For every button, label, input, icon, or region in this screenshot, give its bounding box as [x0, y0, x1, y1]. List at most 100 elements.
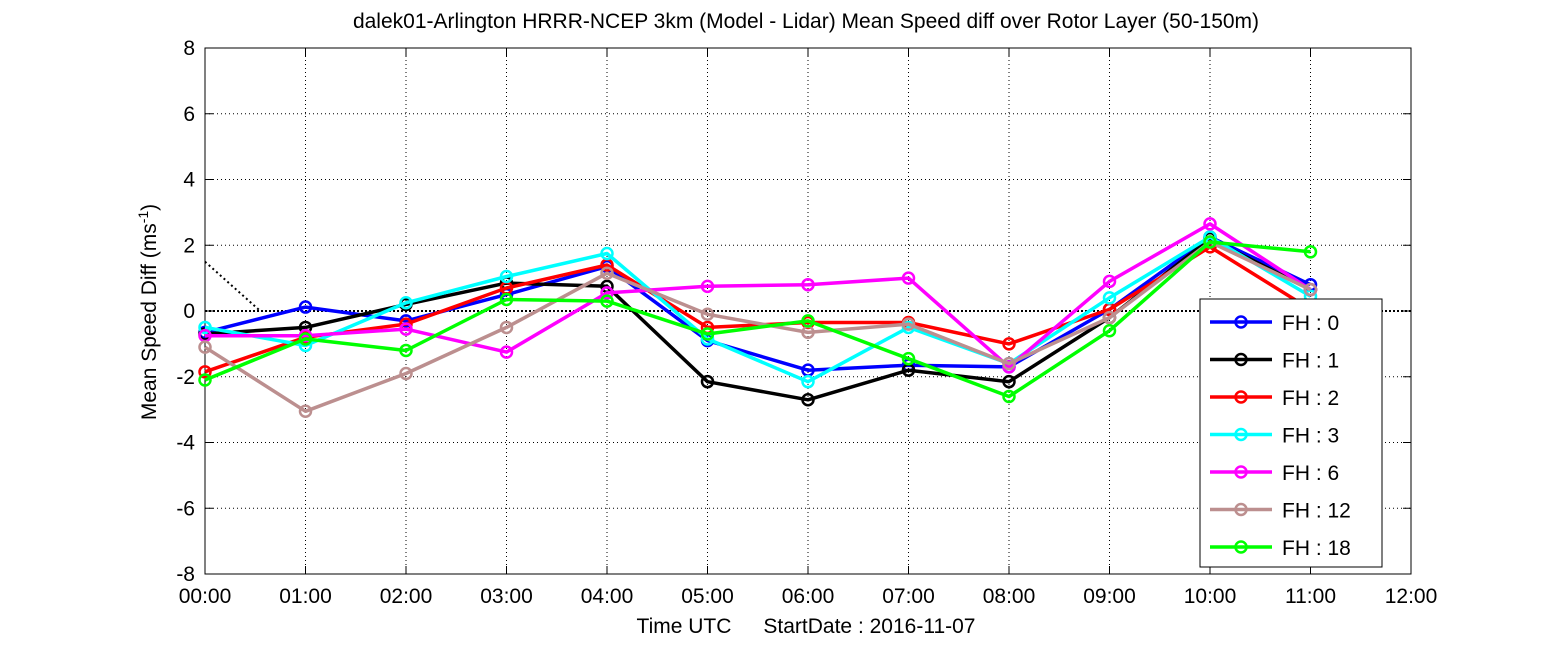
x-axis-label-main: Time UTC	[637, 615, 732, 638]
legend-swatch-marker	[1234, 390, 1248, 404]
data-point	[1102, 323, 1117, 338]
axis-ticks	[204, 47, 1412, 575]
dotted-trend-segment	[204, 260, 261, 312]
legend-swatch-marker	[1234, 315, 1248, 329]
data-point	[1303, 282, 1318, 297]
data-point	[801, 314, 815, 328]
x-tick-label: 11:00	[1285, 585, 1336, 608]
data-point	[399, 366, 413, 381]
legend-item: FH : 6	[1210, 462, 1339, 485]
x-axis-label: Time UTC StartDate : 2016-11-07	[637, 615, 976, 638]
y-tick-label: 8	[183, 37, 195, 60]
x-axis-tick-labels: 00:00 01:00 02:00 03:00 04:00 05:00 06:00 07:00…	[179, 585, 1438, 608]
x-tick-label: 04:00	[581, 585, 634, 608]
y-tick-label: 0	[183, 300, 195, 323]
legend-label: FH : 3	[1282, 425, 1339, 448]
x-tick-label: 07:00	[882, 585, 935, 608]
series-line	[205, 222, 1312, 369]
data-point	[298, 332, 313, 346]
data-point	[700, 307, 715, 322]
data-point	[399, 343, 413, 358]
legend-swatch-marker	[1234, 540, 1248, 554]
y-axis-tick-labels: -8 -6 -4 -2 0 2 4 6 8	[176, 37, 195, 586]
y-tick-label: -8	[176, 563, 195, 586]
legend-item: FH : 0	[1210, 312, 1339, 335]
data-point	[1203, 235, 1217, 249]
series-line	[204, 245, 1312, 374]
x-tick-label: 00:00	[179, 585, 232, 608]
legend-item: FH : 2	[1210, 387, 1339, 410]
data-point	[198, 365, 212, 379]
data-point	[198, 340, 212, 354]
legend-swatch-marker	[1234, 427, 1248, 442]
y-tick-label: 2	[183, 234, 195, 257]
data-point	[499, 269, 514, 284]
data-point	[1203, 217, 1217, 231]
x-tick-label: 03:00	[480, 585, 533, 608]
x-tick-label: 06:00	[782, 585, 835, 608]
data-point	[1002, 374, 1016, 389]
data-point	[600, 294, 614, 308]
series-line	[204, 235, 1312, 372]
data-point	[198, 320, 212, 335]
legend-label: FH : 18	[1282, 537, 1351, 560]
y-axis-label-sup: -1	[135, 211, 151, 224]
y-tick-label: 4	[183, 169, 195, 192]
data-point	[1002, 337, 1016, 351]
data-point	[1102, 291, 1117, 305]
legend-label: FH : 12	[1282, 500, 1351, 523]
data-point	[801, 277, 815, 292]
series-line	[204, 240, 1311, 399]
x-axis-label-startdate: StartDate : 2016-11-07	[763, 615, 975, 638]
y-axis-label: Mean Speed Diff (ms-1)	[135, 204, 161, 420]
y-tick-label: -2	[176, 366, 195, 389]
legend-label: FH : 2	[1282, 387, 1339, 410]
data-point	[600, 266, 614, 280]
data-point	[399, 296, 413, 310]
data-point	[801, 393, 815, 407]
series	[198, 217, 1318, 419]
series-5	[198, 217, 1318, 374]
legend-swatch-marker	[1234, 502, 1248, 517]
legend-label: FH : 6	[1282, 462, 1339, 485]
legend-label: FH : 1	[1282, 350, 1339, 373]
legend-swatch-marker	[1234, 352, 1248, 367]
data-point	[600, 246, 614, 261]
legend-label: FH : 0	[1282, 312, 1339, 335]
chart-title: dalek01-Arlington HRRR-NCEP 3km (Model -…	[353, 10, 1259, 33]
series-line	[204, 240, 1312, 414]
series-7	[198, 235, 1318, 404]
legend-swatch-marker	[1234, 465, 1248, 479]
data-point	[700, 279, 715, 294]
x-tick-label: 12:00	[1385, 585, 1438, 608]
data-point	[1002, 389, 1016, 404]
data-point	[901, 351, 916, 366]
data-point	[1102, 310, 1117, 325]
series-4	[198, 230, 1318, 389]
data-point	[901, 317, 916, 331]
legend-item: FH : 18	[1210, 537, 1351, 560]
data-point	[198, 373, 212, 387]
data-point	[1303, 245, 1318, 259]
legend-item: FH : 3	[1210, 425, 1339, 448]
data-point	[499, 292, 514, 307]
data-point	[499, 320, 514, 335]
x-tick-label: 10:00	[1184, 585, 1237, 608]
y-tick-label: -6	[176, 497, 195, 520]
x-tick-label: 09:00	[1083, 585, 1136, 608]
x-tick-label: 05:00	[681, 585, 734, 608]
x-tick-label: 02:00	[380, 585, 433, 608]
data-point	[1102, 274, 1117, 289]
data-point	[600, 286, 614, 300]
data-point	[399, 322, 413, 336]
legend-item: FH : 12	[1210, 500, 1351, 523]
data-point	[700, 327, 715, 341]
data-point	[901, 271, 916, 285]
y-tick-label: 6	[183, 103, 195, 126]
data-point	[801, 374, 815, 389]
data-point	[499, 345, 514, 359]
series-line	[204, 235, 1312, 384]
data-point	[298, 404, 313, 419]
x-tick-label: 01:00	[279, 585, 332, 608]
